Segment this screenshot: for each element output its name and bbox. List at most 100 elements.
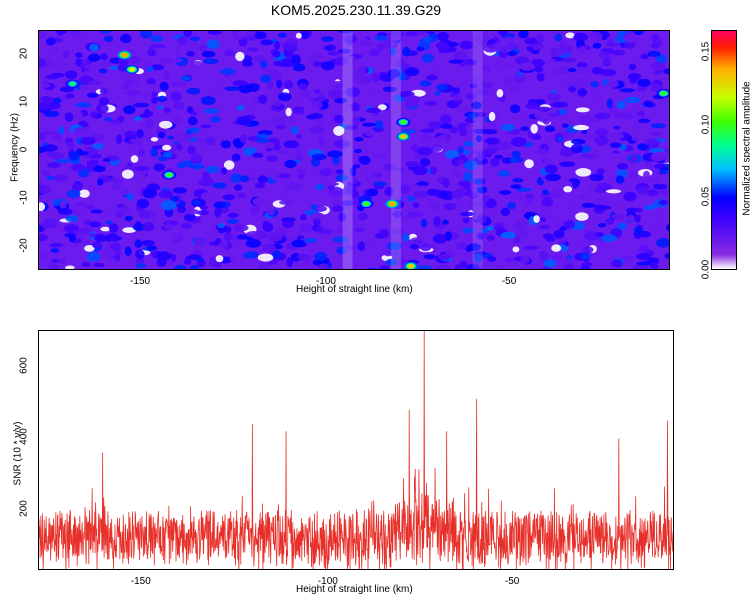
spectrogram-cell [438, 190, 448, 199]
spectrogram-cell [658, 200, 669, 206]
spectrogram-cell [128, 82, 140, 92]
spectrogram-cell [278, 32, 288, 38]
spectrogram-cell [40, 96, 51, 101]
spectrogram-cell [169, 232, 180, 241]
spectrogram-cell [174, 46, 182, 57]
spectrogram-cell [100, 153, 108, 159]
spectrogram-cell [473, 253, 483, 263]
spectrogram-cell [424, 101, 438, 106]
spectrogram-cell [141, 240, 155, 246]
snr-y-tick-label: 400 [18, 428, 30, 446]
spectrogram-cell [572, 180, 579, 189]
spectrogram-cell [285, 182, 302, 191]
spectrogram-cell [416, 46, 425, 52]
spectrogram-cell [524, 37, 540, 45]
spectrogram-cell [467, 243, 481, 252]
spectrogram-cell [64, 112, 74, 122]
spectrogram-cell [133, 102, 150, 108]
spectrogram-cell [242, 252, 255, 259]
spectrogram-cell [594, 135, 609, 146]
spectrogram-cell [48, 263, 60, 269]
spectrogram-cell [616, 163, 629, 170]
spectrogram-cell [650, 131, 662, 136]
spectrogram-cell [648, 147, 665, 154]
spectrogram-cell [75, 102, 92, 108]
spectrogram-cell [163, 107, 172, 113]
spectrogram-cell [283, 80, 293, 89]
spectrogram-cell [261, 243, 276, 252]
spectrogram-cell [321, 61, 335, 71]
spectrogram-cell [554, 33, 563, 42]
spectrogram-cell [462, 217, 470, 224]
spectrogram-cell [245, 238, 262, 248]
spectrogram-cell [595, 205, 612, 210]
spectrogram-cell [542, 189, 549, 196]
spectrogram-cell [222, 194, 236, 201]
spectrogram-cell [619, 88, 636, 93]
spectrogram-cell [492, 264, 504, 269]
spectrogram-cell [459, 260, 468, 269]
spectrogram-cell [312, 61, 324, 67]
spectrogram-cell [96, 103, 109, 114]
spectrogram-cell [139, 210, 150, 219]
spectrogram-cell [205, 165, 220, 174]
spectrogram-cell [663, 68, 669, 75]
spectrogram-cell [513, 236, 522, 244]
spectrogram-hotspot [69, 81, 76, 86]
spectrogram-cell [636, 207, 643, 213]
spectrogram-cell [432, 234, 447, 244]
snr-canvas [39, 331, 673, 569]
spectrogram-cell [231, 31, 239, 35]
spectrogram-cell [614, 201, 625, 209]
spectrogram-cell [117, 190, 126, 197]
spectrogram-cell [167, 135, 175, 140]
spectrogram-cell [452, 169, 461, 177]
spectrogram-cell [379, 228, 389, 239]
spectrogram-cell [236, 104, 245, 111]
spectrogram-cell [267, 207, 275, 216]
spectrogram-cell [511, 136, 527, 147]
spectrogram-cell [651, 62, 666, 71]
spectrogram-cell [62, 179, 75, 185]
spectrogram-cell [600, 69, 616, 77]
spectrogram-cell [585, 133, 598, 141]
spectrogram-cell [392, 210, 402, 218]
spectrogram-cell [526, 46, 534, 52]
spectrogram-cell [581, 202, 596, 208]
spectrogram-cell [595, 186, 607, 194]
spectrogram-cell [120, 33, 132, 44]
spectrogram-cell [142, 188, 157, 199]
spectrogram-cell [503, 63, 516, 68]
spectrogram-cell [530, 124, 538, 134]
spectrogram-cell [58, 208, 73, 216]
spectrogram-cell [601, 234, 617, 242]
spectrogram-cell [389, 47, 396, 56]
spectrogram-cell [478, 70, 488, 75]
spectrogram-cell [605, 189, 622, 194]
spectrogram-cell [133, 116, 143, 121]
spectrogram-streak [342, 31, 353, 269]
spectrogram-cell [490, 157, 500, 167]
spectrogram-y-tick-label: 10 [18, 95, 30, 108]
spectrogram-cell [520, 62, 535, 71]
spectrogram-cell [606, 79, 619, 88]
spectrogram-cell [405, 160, 421, 168]
spectrogram-cell [652, 220, 665, 231]
spectrogram-cell [618, 182, 629, 189]
spectrogram-x-tick-label: -50 [501, 276, 517, 287]
spectrogram-cell [559, 161, 575, 167]
spectrogram-cell [428, 201, 440, 211]
spectrogram-cell [66, 189, 81, 199]
spectrogram-cell [487, 120, 497, 130]
spectrogram-cell [460, 211, 476, 217]
spectrogram-cell [272, 101, 282, 107]
spectrogram-cell [97, 178, 104, 186]
spectrogram-cell [468, 192, 479, 200]
spectrogram-cell [333, 125, 345, 136]
spectrogram-cell [134, 239, 143, 248]
spectrogram-cell [523, 245, 539, 250]
spectrogram-cell [89, 43, 100, 52]
spectrogram-cell [562, 123, 569, 128]
spectrogram-cell [318, 53, 325, 60]
spectrogram-cell [344, 185, 357, 195]
